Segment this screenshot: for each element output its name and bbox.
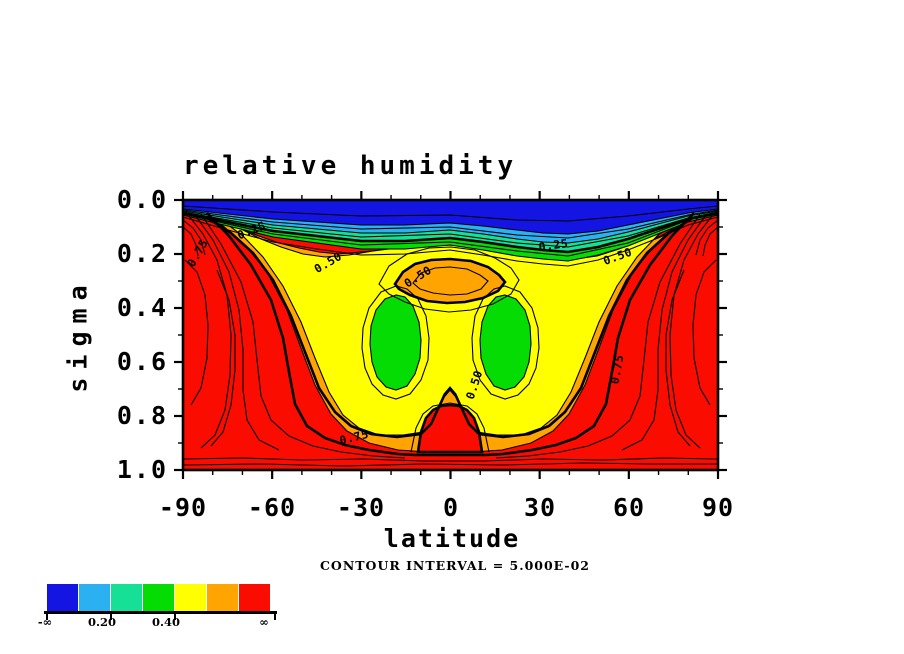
colorbar-cell	[111, 584, 142, 611]
colorbar-tick	[274, 614, 276, 620]
y-tick-label: 0.6	[116, 347, 168, 376]
contour-plot: 0.25 0.25 0.50 0.50 0.50 0.50 0.75 0.75 …	[174, 191, 727, 479]
colorbar-cell	[47, 584, 78, 611]
contour-0-75-left	[206, 212, 416, 457]
contour-0-25	[182, 211, 719, 254]
x-tick-label: 30	[523, 493, 557, 522]
y-tick-label: 0.4	[116, 293, 168, 322]
x-tick-label: 0	[442, 493, 460, 522]
colorbar-label: 0.20	[87, 615, 116, 629]
colorbar-tick	[46, 614, 48, 620]
colorbar-cells	[47, 584, 270, 611]
colorbar-cell	[143, 584, 174, 611]
colorbar-baseline	[44, 611, 277, 614]
colorbar-cell	[175, 584, 206, 611]
x-tick-label: 60	[612, 493, 646, 522]
fill-green-cell-right	[479, 294, 532, 391]
contour-fills	[183, 200, 718, 470]
y-tick-label: 0.8	[116, 401, 168, 430]
x-tick-label: -30	[336, 493, 386, 522]
x-axis-title: latitude	[383, 524, 521, 553]
contour-label: 0.75	[338, 427, 370, 448]
colorbar-cell	[79, 584, 110, 611]
contour-lines-thin	[182, 205, 719, 467]
x-tick-label: -60	[247, 493, 297, 522]
colorbar-label: ∞	[259, 615, 269, 629]
colorbar-tick	[110, 614, 112, 620]
colorbar-tick	[174, 614, 176, 620]
y-tick-label: 0.0	[116, 185, 168, 214]
y-tick-label: 0.2	[116, 239, 168, 268]
x-tick-label: 90	[701, 493, 735, 522]
fill-green-cell-left	[369, 294, 422, 391]
plot-title: relative humidity	[183, 151, 518, 181]
contour-lines-major	[182, 211, 719, 457]
colorbar-label: -∞	[37, 615, 53, 629]
plot-frame	[181, 198, 720, 472]
fill-band-blue	[183, 200, 718, 234]
fill-orange-equator-cell	[393, 257, 507, 305]
contour-0-75-right	[485, 212, 695, 457]
colorbar-cell	[239, 584, 270, 611]
y-tick-label: 1.0	[116, 455, 168, 484]
contour-0-50	[208, 217, 692, 439]
contour-label: 0.25	[538, 236, 569, 254]
y-axis-title: sigma	[63, 277, 93, 393]
x-tick-label: -90	[158, 493, 208, 522]
contour-interval-caption: CONTOUR INTERVAL = 5.000E-02	[319, 558, 591, 573]
colorbar-label: 0.40	[151, 615, 180, 629]
contour-label: 0.75	[608, 353, 627, 385]
colorbar-cell	[207, 584, 238, 611]
